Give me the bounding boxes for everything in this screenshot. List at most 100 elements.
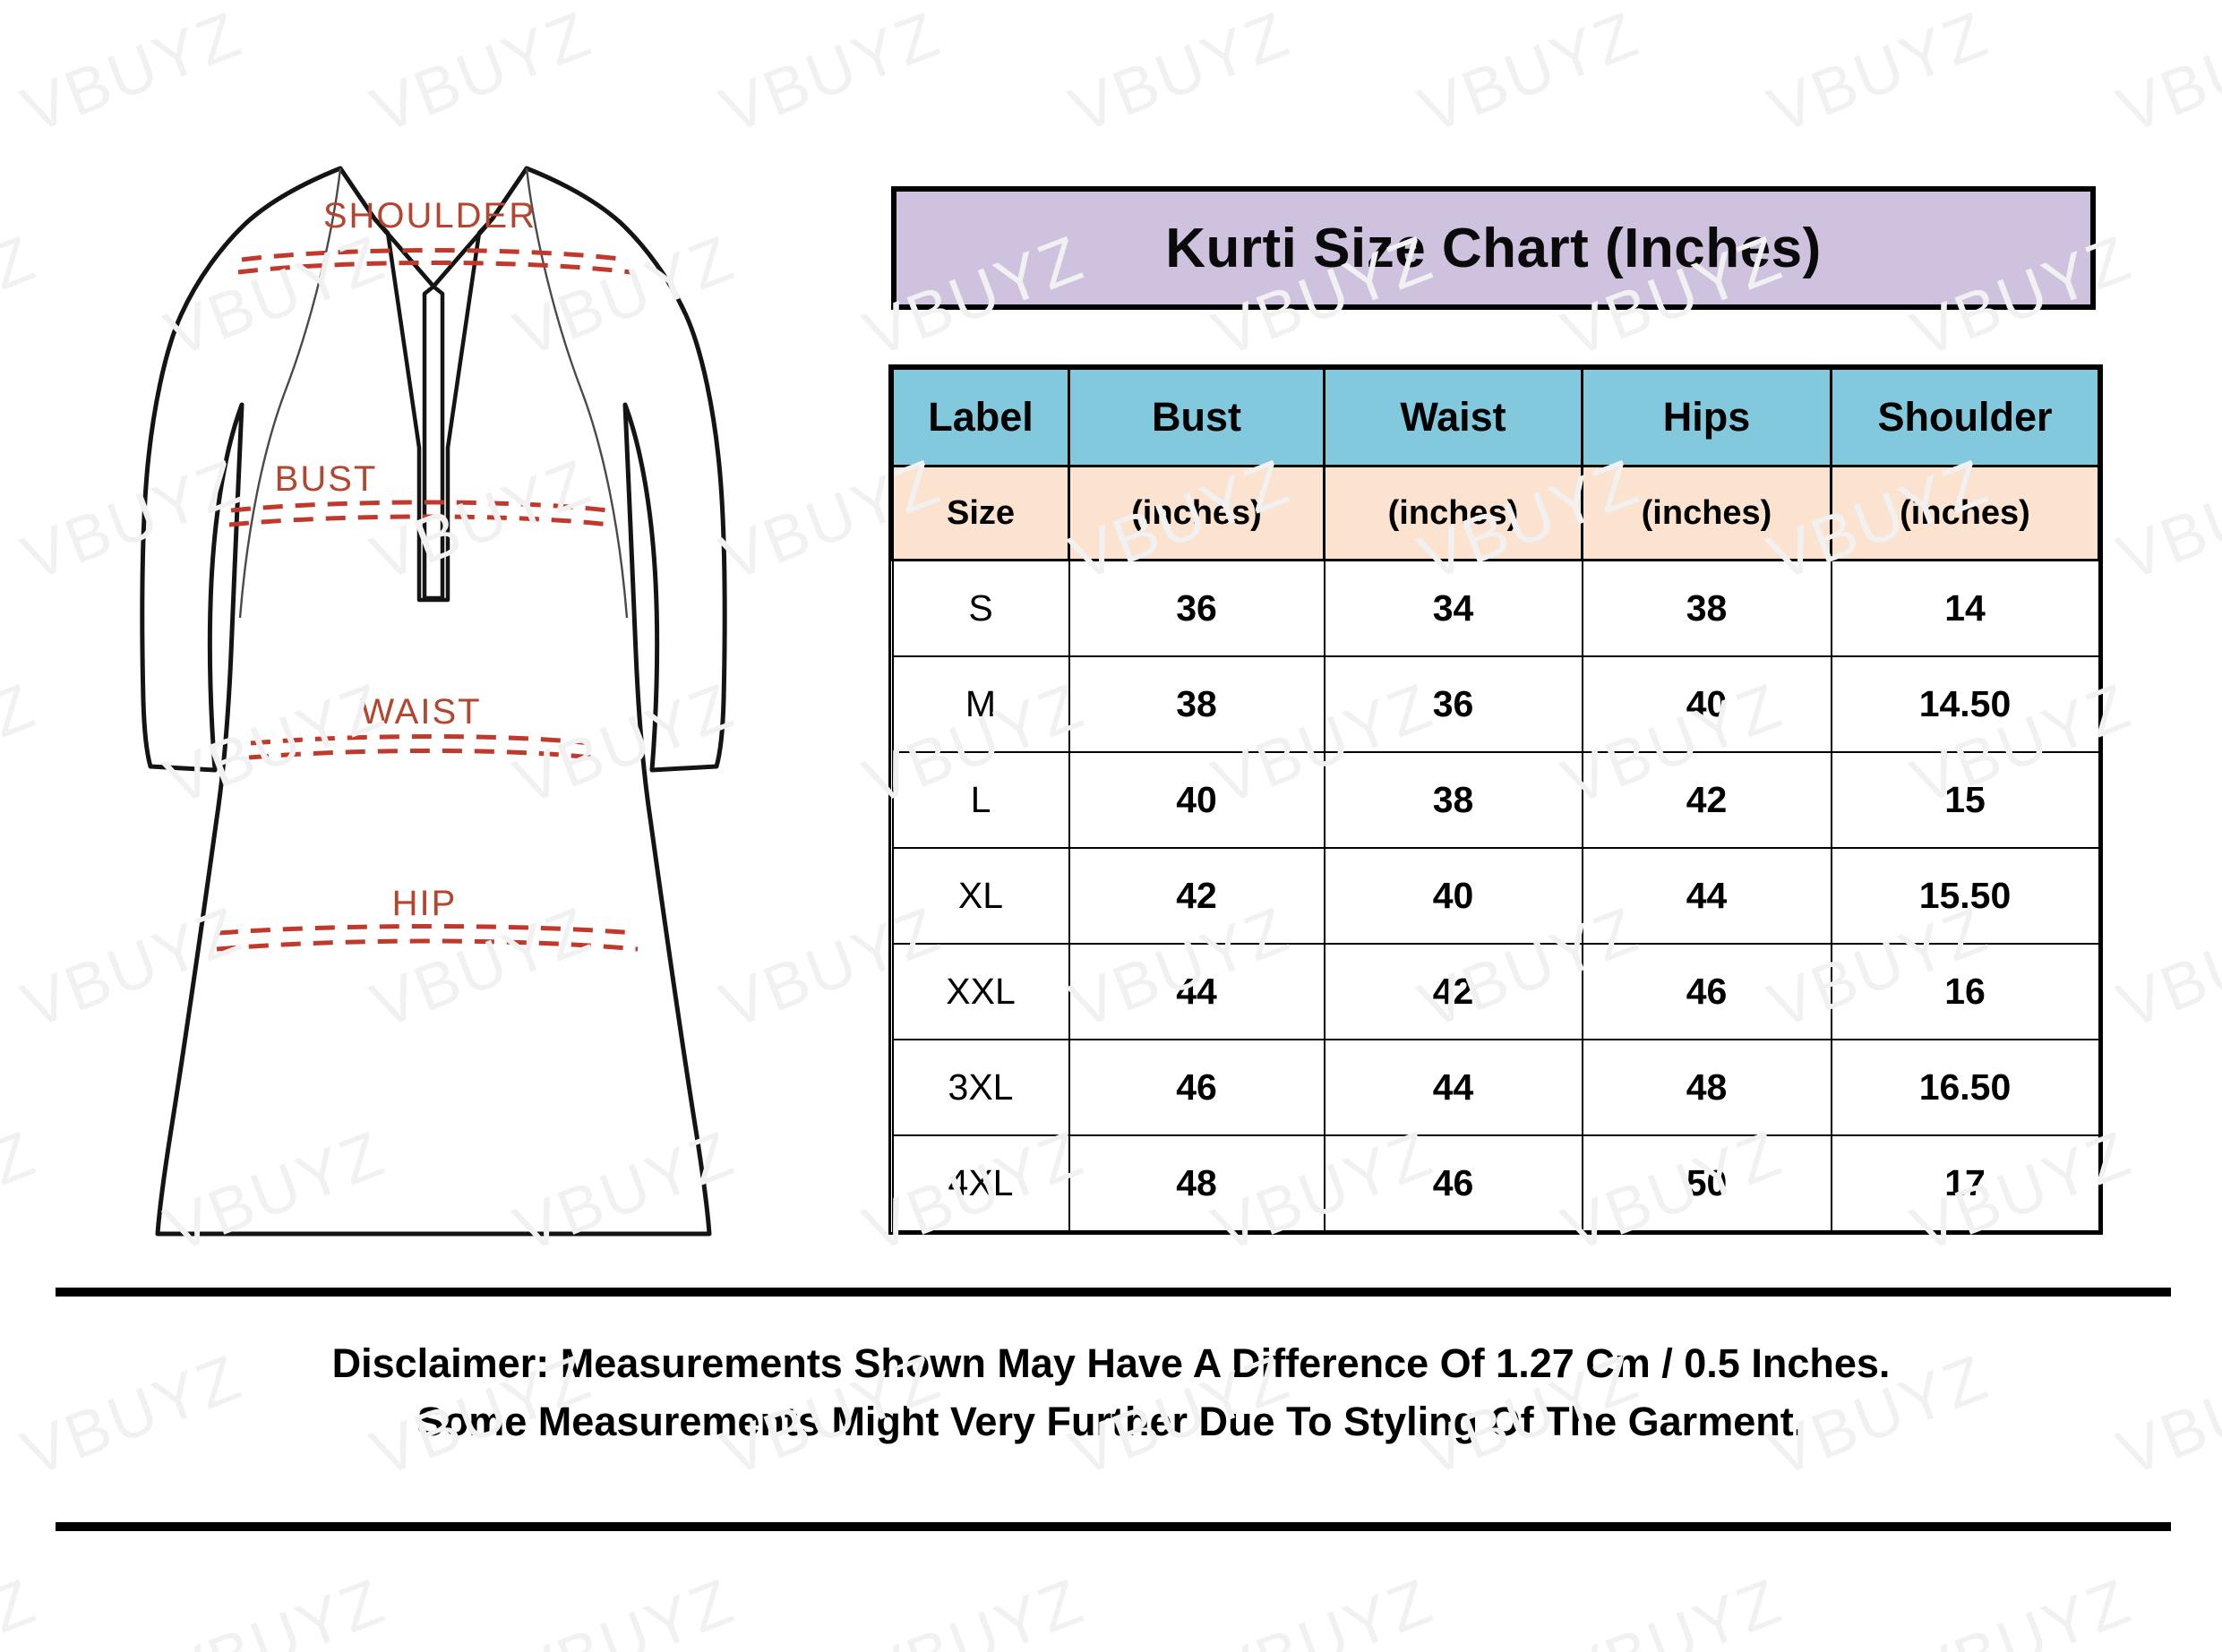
- bust-label: BUST: [275, 459, 378, 499]
- watermark-text: VBUYZ: [0, 1564, 46, 1652]
- cell-waist: 42: [1323, 943, 1583, 1040]
- cell-waist: 36: [1323, 655, 1583, 753]
- shoulder-measure-line: [241, 248, 628, 262]
- cell-hips: 46: [1581, 943, 1832, 1040]
- size-table-container: Label Bust Waist Hips Shoulder Size (inc…: [888, 364, 2103, 1235]
- divider-line-bottom: [56, 1522, 2171, 1531]
- table-row: M 38 36 40 14.50: [891, 655, 2100, 753]
- watermark-text: VBUYZ: [1060, 0, 1300, 148]
- watermark-text: VBUYZ: [156, 1564, 395, 1652]
- divider-line-top: [56, 1288, 2171, 1297]
- watermark-text: VBUYZ: [1553, 1564, 1792, 1652]
- subheader-hips-units: (inches): [1581, 465, 1832, 561]
- header-waist: Waist: [1323, 367, 1583, 467]
- disclaimer-line-2: Some Measurements Might Very Further Due…: [416, 1399, 1806, 1445]
- kurti-illustration: SHOULDER BUST WAIST HIP: [72, 152, 815, 1280]
- subheader-bust-units: (inches): [1068, 465, 1325, 561]
- left-armhole-seam: [238, 167, 342, 619]
- watermark-text: VBUYZ: [505, 1564, 744, 1652]
- table-row: S 36 34 38 14: [891, 559, 2100, 657]
- table-row: XL 42 40 44 15.50: [891, 847, 2100, 945]
- header-shoulder: Shoulder: [1830, 367, 2100, 467]
- watermark-text: VBUYZ: [1204, 1564, 1443, 1652]
- watermark-text: VBUYZ: [0, 669, 46, 819]
- cell-shoulder: 15: [1830, 751, 2100, 849]
- table-header-row-sub: Size (inches) (inches) (inches) (inches): [891, 465, 2100, 561]
- garment-body-outline: [140, 166, 727, 1237]
- watermark-text: VBUYZ: [1902, 1564, 2141, 1652]
- cell-shoulder: 14: [1830, 559, 2100, 657]
- waist-measure-line: [250, 734, 590, 746]
- cell-size-label: 3XL: [891, 1039, 1070, 1136]
- waist-measure-line-2: [248, 749, 592, 760]
- hip-measure-line: [218, 924, 637, 936]
- cell-size-label: S: [891, 559, 1070, 657]
- watermark-text: VBUYZ: [0, 221, 46, 372]
- placket-center-strip: [422, 284, 445, 601]
- cell-hips: 42: [1581, 751, 1832, 849]
- cell-waist: 38: [1323, 751, 1583, 849]
- cell-bust: 48: [1068, 1134, 1325, 1232]
- watermark-text: VBUYZ: [13, 0, 252, 148]
- disclaimer-block: Disclaimer: Measurements Shown May Have …: [0, 1334, 2222, 1451]
- cell-waist: 44: [1323, 1039, 1583, 1136]
- table-row: L 40 38 42 15: [891, 751, 2100, 849]
- bust-measure-line: [230, 500, 608, 513]
- subheader-waist-units: (inches): [1323, 465, 1583, 561]
- watermark-text: VBUYZ: [362, 0, 601, 148]
- cell-shoulder: 16.50: [1830, 1039, 2100, 1136]
- header-hips: Hips: [1581, 367, 1832, 467]
- hip-measure-line-2: [216, 938, 639, 952]
- watermark-text: VBUYZ: [1410, 0, 1649, 148]
- cell-hips: 38: [1581, 559, 1832, 657]
- right-armhole-seam: [525, 167, 629, 619]
- size-table: Label Bust Waist Hips Shoulder Size (inc…: [888, 364, 2103, 1235]
- cell-hips: 48: [1581, 1039, 1832, 1136]
- waist-label: WAIST: [360, 692, 481, 732]
- table-header: Label Bust Waist Hips Shoulder Size (inc…: [891, 367, 2100, 561]
- watermark-text: VBUYZ: [711, 0, 950, 148]
- watermark-text: VBUYZ: [1759, 0, 1998, 148]
- bust-measure-line-2: [228, 514, 610, 527]
- header-bust: Bust: [1068, 367, 1325, 467]
- table-row: XXL 44 42 46 16: [891, 943, 2100, 1040]
- cell-waist: 40: [1323, 847, 1583, 945]
- cell-size-label: 4XL: [891, 1134, 1070, 1232]
- hip-label: HIP: [392, 884, 458, 923]
- cell-shoulder: 14.50: [1830, 655, 2100, 753]
- cell-bust: 44: [1068, 943, 1325, 1040]
- subheader-size: Size: [891, 465, 1070, 561]
- cell-hips: 50: [1581, 1134, 1832, 1232]
- cell-size-label: XXL: [891, 943, 1070, 1040]
- cell-shoulder: 15.50: [1830, 847, 2100, 945]
- watermark-text: VBUYZ: [854, 1564, 1094, 1652]
- disclaimer-line-1: Disclaimer: Measurements Shown May Have …: [331, 1340, 1891, 1386]
- cell-bust: 40: [1068, 751, 1325, 849]
- cell-shoulder: 16: [1830, 943, 2100, 1040]
- cell-bust: 38: [1068, 655, 1325, 753]
- shoulder-measure-line-2: [237, 261, 631, 275]
- cell-size-label: L: [891, 751, 1070, 849]
- cell-size-label: M: [891, 655, 1070, 753]
- watermark-text: VBUYZ: [0, 1117, 46, 1267]
- chart-title: Kurti Size Chart (Inches): [1165, 217, 1822, 279]
- cell-hips: 44: [1581, 847, 1832, 945]
- table-row: 3XL 46 44 48 16.50: [891, 1039, 2100, 1136]
- shoulder-label: SHOULDER: [323, 196, 536, 235]
- cell-size-label: XL: [891, 847, 1070, 945]
- table-body: S 36 34 38 14 M 38 36 40 14.50 L 40 38 42 15 XL 42 40 44 15…: [891, 559, 2100, 1232]
- chart-title-bar: Kurti Size Chart (Inches): [891, 186, 2096, 310]
- subheader-shoulder-units: (inches): [1830, 465, 2100, 561]
- cell-bust: 36: [1068, 559, 1325, 657]
- watermark-text: VBUYZ: [2108, 893, 2222, 1043]
- table-row: 4XL 48 46 50 17: [891, 1134, 2100, 1232]
- table-header-row-main: Label Bust Waist Hips Shoulder: [891, 367, 2100, 467]
- cell-waist: 46: [1323, 1134, 1583, 1232]
- cell-hips: 40: [1581, 655, 1832, 753]
- cell-shoulder: 17: [1830, 1134, 2100, 1232]
- watermark-text: VBUYZ: [2108, 0, 2222, 148]
- header-label: Label: [891, 367, 1070, 467]
- cell-bust: 42: [1068, 847, 1325, 945]
- watermark-text: VBUYZ: [2108, 445, 2222, 595]
